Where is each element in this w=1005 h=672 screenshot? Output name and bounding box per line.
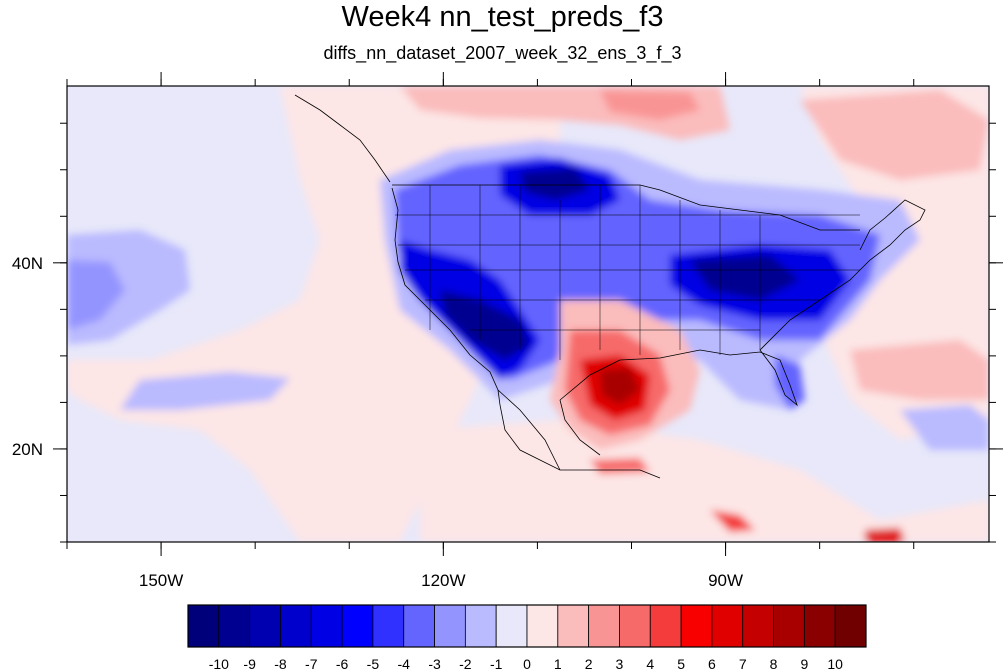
- colorbar-swatch: [464, 604, 497, 648]
- colorbar-swatch: [218, 604, 251, 648]
- colorbar-label: -1: [490, 656, 503, 672]
- colorbar-label: -8: [274, 656, 287, 672]
- colorbar-label: 4: [646, 656, 654, 672]
- colorbar-swatch: [187, 604, 220, 648]
- colorbar-label: 10: [827, 656, 843, 672]
- colorbar-label: -7: [305, 656, 318, 672]
- colorbar-swatch: [280, 604, 312, 648]
- region-positive-light-northeast: [800, 90, 989, 180]
- map-panel: [67, 86, 989, 542]
- x-tick-label: 90W: [708, 571, 743, 590]
- colorbar-swatch: [834, 604, 867, 648]
- colorbar: [187, 604, 867, 648]
- colorbar-label: -4: [398, 656, 411, 672]
- axis-labels: 150W 120W 90W 20N 40N: [12, 254, 743, 590]
- colorbar-swatch: [803, 604, 836, 648]
- colorbar-swatch: [526, 604, 559, 648]
- region-positive-strongest-texas: [600, 368, 640, 405]
- colorbar-swatch: [711, 604, 744, 648]
- region-negative-mid-pacific: [67, 260, 125, 330]
- x-tick-label: 120W: [421, 571, 465, 590]
- colorbar-swatch: [403, 604, 435, 648]
- colorbar-label: -10: [209, 656, 229, 672]
- colorbar-swatch: [495, 604, 528, 648]
- region-positive-faint-south: [420, 420, 989, 542]
- region-positive-light-atlantic: [850, 340, 989, 400]
- colorbar-label: 1: [554, 656, 562, 672]
- colorbar-swatch: [249, 604, 281, 648]
- colorbar-label: 7: [739, 656, 747, 672]
- region-positive-strong-islands: [710, 510, 755, 532]
- colorbar-label: -9: [243, 656, 256, 672]
- colorbar-swatch: [557, 604, 590, 648]
- colorbar-labels: -10 -9 -8 -7 -6 -5 -4 -3 -2 -1 0 1 2 3 4 5 6 7 8 9 10: [209, 656, 843, 672]
- region-negative-strongest-east: [690, 255, 800, 300]
- state-lines: [395, 185, 860, 360]
- colorbar-swatch: [372, 604, 405, 648]
- colorbar-label: 9: [800, 656, 808, 672]
- colorbar-swatch: [619, 604, 651, 648]
- x-tick-label: 150W: [139, 571, 183, 590]
- colorbar-label: 0: [523, 656, 531, 672]
- colorbar-swatch: [649, 604, 682, 648]
- colorbar-label: -3: [428, 656, 441, 672]
- canada-coast: [294, 94, 391, 183]
- colorbar-label: 3: [616, 656, 624, 672]
- colorbar-label: 6: [708, 656, 716, 672]
- colorbar-frame: [187, 604, 867, 648]
- colorbar-swatch: [434, 604, 466, 648]
- region-positive-mid-north: [600, 90, 700, 120]
- plot-title: Week4 nn_test_preds_f3: [341, 1, 664, 33]
- us-northern-border: [392, 184, 860, 231]
- colorbar-swatch: [588, 604, 620, 648]
- coastlines: [294, 94, 926, 479]
- plot-subtitle: diffs_nn_dataset_2007_week_32_ens_3_f_3: [323, 43, 682, 63]
- colorbar-label: 8: [770, 656, 778, 672]
- y-tick-label: 20N: [12, 440, 43, 459]
- region-negative-light-gulfwest: [900, 405, 989, 450]
- colorbar-label: -6: [336, 656, 349, 672]
- y-tick-label: 40N: [12, 254, 43, 273]
- colorbar-label: 5: [677, 656, 685, 672]
- colorbar-swatch: [310, 604, 343, 648]
- region-negative-mid-florida: [775, 355, 805, 410]
- colorbar-label: 2: [585, 656, 593, 672]
- region-negative-light-pacific-south: [120, 372, 290, 410]
- colorbar-swatch: [341, 604, 374, 648]
- colorbar-label: -5: [367, 656, 380, 672]
- axis-ticks: [53, 72, 1003, 556]
- mexico-coast: [499, 399, 661, 479]
- colorbar-swatch: [680, 604, 713, 648]
- region-positive-mid-caribbean: [590, 458, 650, 474]
- region-positive-strong-southeast: [865, 528, 905, 542]
- anomaly-field: [67, 86, 989, 542]
- region-negative-strongest-north: [520, 168, 590, 200]
- colorbar-swatch: [773, 604, 805, 648]
- region-negative-strongest-southwest: [440, 290, 530, 360]
- map-frame: [66, 85, 990, 543]
- colorbar-label: -2: [459, 656, 472, 672]
- colorbar-swatch: [742, 604, 774, 648]
